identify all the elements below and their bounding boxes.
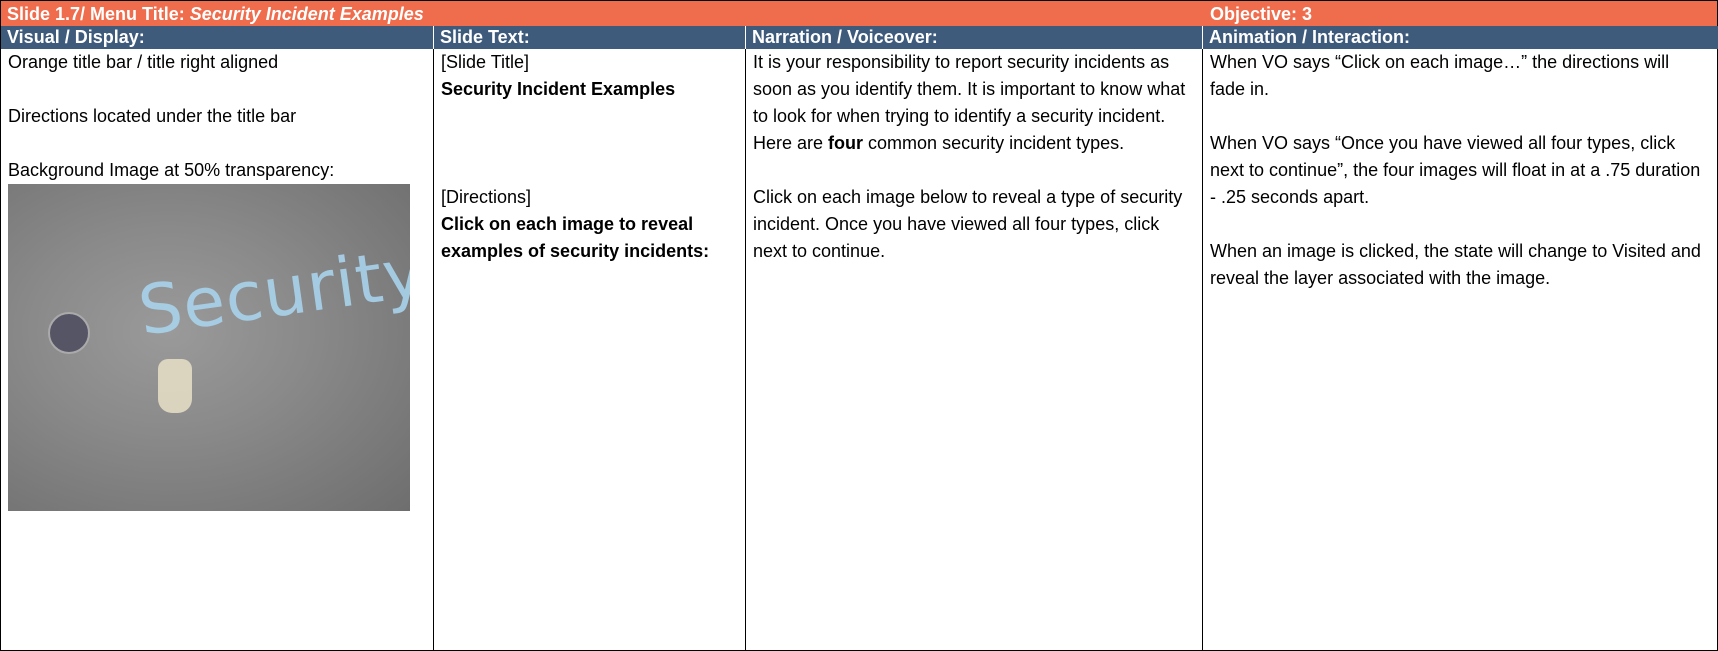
column-header: Narration / Voiceover:: [745, 26, 1202, 49]
title-bar: Slide 1.7/ Menu Title: Security Incident…: [0, 0, 1718, 26]
title: Slide 1.7/ Menu Title: Security Incident…: [7, 1, 424, 27]
paragraph: [Directions] Click on each image to revea…: [441, 184, 737, 265]
text-run: When VO says “Once you have viewed all f…: [1210, 133, 1701, 207]
paragraph: When VO says “Once you have viewed all f…: [1210, 130, 1709, 211]
paragraph: Orange title bar / title right aligned: [8, 49, 425, 76]
text-run: When an image is clicked, the state will…: [1210, 241, 1701, 288]
text-run: [Directions]: [441, 187, 532, 207]
text-run: common security incident types.: [863, 133, 1125, 153]
text-run: Directions located under the title bar: [8, 106, 297, 126]
text-run: Background Image at 50% transparency:: [8, 160, 335, 180]
text-run: Orange title bar / title right aligned: [8, 52, 279, 72]
column-header: Visual / Display:: [0, 26, 433, 49]
text-run: Click on each image below to reveal a ty…: [753, 187, 1183, 261]
paragraph: Background Image at 50% transparency:: [8, 157, 425, 184]
paragraph: When VO says “Click on each image…” the …: [1210, 49, 1709, 103]
text-run: four: [828, 133, 864, 153]
paragraph: It is your responsibility to report secu…: [753, 49, 1194, 157]
background-image: Security: [8, 184, 410, 511]
column-header: Animation / Interaction:: [1202, 26, 1718, 49]
image-icon: [48, 312, 90, 354]
image-text: Security: [133, 233, 410, 352]
image-cursor: [158, 359, 192, 413]
table-cell: [Slide Title] Security Incident Examples[…: [433, 49, 745, 651]
column-header: Slide Text:: [433, 26, 745, 49]
paragraph: Directions located under the title bar: [8, 103, 425, 130]
slide-label: Slide 1.7/ Menu Title:: [7, 4, 190, 24]
paragraph: When an image is clicked, the state will…: [1210, 238, 1709, 292]
table-cell: When VO says “Click on each image…” the …: [1202, 49, 1718, 651]
text-run: Security Incident Examples: [441, 79, 676, 99]
paragraph: [Slide Title] Security Incident Examples: [441, 49, 737, 103]
text-run: When VO says “Click on each image…” the …: [1210, 52, 1670, 99]
table-cell: It is your responsibility to report secu…: [745, 49, 1202, 651]
table-cell: Orange title bar / title right aligned Di…: [0, 49, 433, 651]
text-run: It is your responsibility to report secu…: [753, 52, 1186, 153]
menu-title: Security Incident Examples: [189, 4, 424, 24]
paragraph: Click on each image below to reveal a ty…: [753, 184, 1194, 265]
objective: Objective: 3: [1210, 4, 1313, 24]
text-run: Click on each image to reveal examples o…: [441, 214, 710, 261]
text-run: [Slide Title]: [441, 52, 530, 72]
header-row: Visual / Display: Slide Text: Narration / …: [0, 26, 1718, 49]
